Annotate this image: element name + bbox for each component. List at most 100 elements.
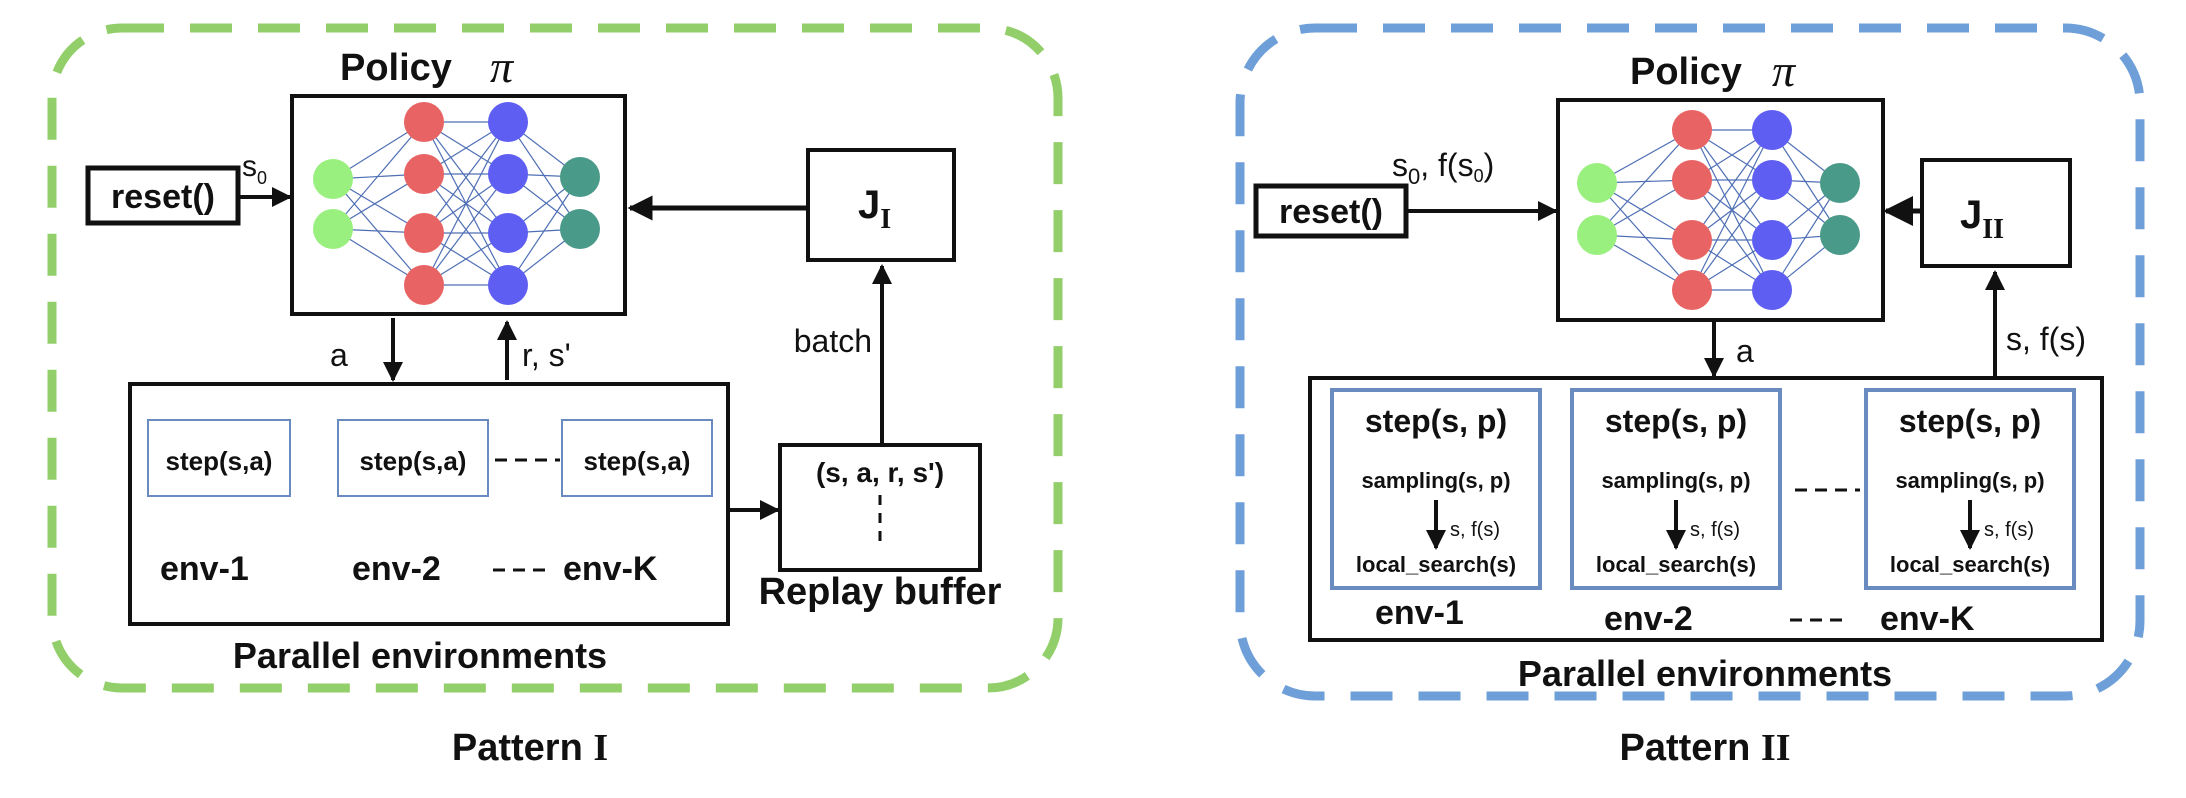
env-label-2: env-2 xyxy=(352,550,441,588)
objective-label: JII xyxy=(1960,193,2004,245)
step-box-frame xyxy=(1570,388,1782,590)
hidden-node xyxy=(488,154,528,194)
input-node xyxy=(313,159,353,199)
local-search-label: local_search(s) xyxy=(1890,552,2050,577)
inner-arrow-label: s, f(s) xyxy=(1984,519,2034,541)
network-edge xyxy=(1771,129,1841,236)
step-box-3 xyxy=(561,419,713,497)
feedback-label: s, f(s) xyxy=(2006,321,2086,357)
sampling-label: sampling(s, p) xyxy=(1895,468,2044,493)
network-edge xyxy=(1596,182,1693,291)
env-label-2: env-2 xyxy=(1604,600,1693,638)
sampling-label: sampling(s, p) xyxy=(1601,468,1750,493)
step-label-1: step(s,a) xyxy=(166,446,273,476)
neural-network-icon xyxy=(313,102,600,305)
policy-network-box xyxy=(1556,98,1885,322)
hidden-node xyxy=(488,102,528,142)
network-edge xyxy=(423,121,509,286)
feedback-label: r, s' xyxy=(522,337,571,373)
pattern-2-border xyxy=(1235,23,2145,701)
network-edge xyxy=(507,176,581,286)
hidden-node xyxy=(488,213,528,253)
network-edge xyxy=(1691,129,1773,241)
input-node xyxy=(313,209,353,249)
step-label-3: step(s,a) xyxy=(584,446,691,476)
network-edge xyxy=(1691,129,1773,291)
env-label-3: env-K xyxy=(563,550,658,588)
parallel-environments-label: Parallel environments xyxy=(233,635,607,676)
local-search-label: local_search(s) xyxy=(1356,552,1516,577)
network-edge xyxy=(332,121,425,230)
output-node xyxy=(1820,163,1860,203)
network-edge xyxy=(423,121,509,234)
policy-network-box xyxy=(290,94,627,316)
action-label: a xyxy=(1736,333,1754,369)
network-edge xyxy=(423,173,509,286)
reset-arrow-label: s0 xyxy=(242,150,267,188)
policy-title: Policy xyxy=(340,47,452,89)
hidden-node xyxy=(1752,110,1792,150)
objective-label: JI xyxy=(858,183,891,235)
hidden-node xyxy=(1672,220,1712,260)
step-title: step(s, p) xyxy=(1365,403,1507,439)
step-title: step(s, p) xyxy=(1605,403,1747,439)
hidden-node xyxy=(488,265,528,305)
sampling-label: sampling(s, p) xyxy=(1361,468,1510,493)
step-title: step(s, p) xyxy=(1899,403,2041,439)
objective-box xyxy=(806,148,956,262)
inner-arrow-label: s, f(s) xyxy=(1690,519,1740,541)
network-edge xyxy=(1596,129,1693,236)
env-label-3: env-K xyxy=(1880,600,1975,638)
hidden-node xyxy=(1672,270,1712,310)
parallel-environments-label: Parallel environments xyxy=(1518,653,1892,694)
policy-symbol: π xyxy=(490,41,515,92)
step-box-1: step(s, p) sampling(s, p) s, f(s) local_sea… xyxy=(1330,388,1542,590)
replay-tuple: (s, a, r, s') xyxy=(816,457,944,488)
inner-arrow-label: s, f(s) xyxy=(1450,519,1500,541)
pattern-1-border xyxy=(47,23,1063,693)
parallel-environments-box xyxy=(128,382,730,626)
objective-box xyxy=(1920,158,2072,268)
hidden-node xyxy=(404,213,444,253)
replay-buffer-box xyxy=(778,443,982,572)
env-label-1: env-1 xyxy=(1375,594,1464,632)
hidden-node xyxy=(404,154,444,194)
step-box-1 xyxy=(147,419,291,497)
step-box-frame xyxy=(1864,388,2076,590)
pattern-1: Policy π reset() s0 JI a r, s' batch ste… xyxy=(47,23,1063,769)
hidden-node xyxy=(404,265,444,305)
input-node xyxy=(1577,215,1617,255)
network-edge xyxy=(1771,182,1841,291)
reset-label: reset() xyxy=(1279,193,1383,231)
hidden-node xyxy=(1672,160,1712,200)
step-label-2: step(s,a) xyxy=(360,446,467,476)
output-node xyxy=(1820,215,1860,255)
hidden-node xyxy=(1752,220,1792,260)
step-box-2: step(s, p) sampling(s, p) s, f(s) local_sea… xyxy=(1570,388,1782,590)
action-label: a xyxy=(330,337,348,373)
neural-network-icon xyxy=(1577,110,1860,310)
step-box-3: step(s, p) sampling(s, p) s, f(s) local_sea… xyxy=(1864,388,2076,590)
step-box-frame xyxy=(1330,388,1542,590)
network-edge xyxy=(332,178,425,286)
hidden-node xyxy=(404,102,444,142)
local-search-label: local_search(s) xyxy=(1596,552,1756,577)
output-node xyxy=(560,157,600,197)
reset-arrow-label: s0, f(s0) xyxy=(1392,147,1494,189)
input-node xyxy=(1577,163,1617,203)
pattern-2-caption: Pattern II xyxy=(1619,727,1790,769)
hidden-node xyxy=(1752,160,1792,200)
reset-label: reset() xyxy=(111,178,215,216)
network-edge xyxy=(1691,179,1773,291)
hidden-node xyxy=(1672,110,1712,150)
policy-title: Policy xyxy=(1630,51,1742,93)
batch-label: batch xyxy=(794,323,872,359)
pattern-2: Policy π reset() s0, f(s0) JII a s, f(s)… xyxy=(1235,23,2145,769)
hidden-node xyxy=(1752,270,1792,310)
pattern-1-caption: Pattern I xyxy=(452,727,608,769)
policy-symbol: π xyxy=(1772,45,1797,96)
replay-buffer-label: Replay buffer xyxy=(759,571,1002,613)
env-label-1: env-1 xyxy=(160,550,249,588)
output-node xyxy=(560,209,600,249)
